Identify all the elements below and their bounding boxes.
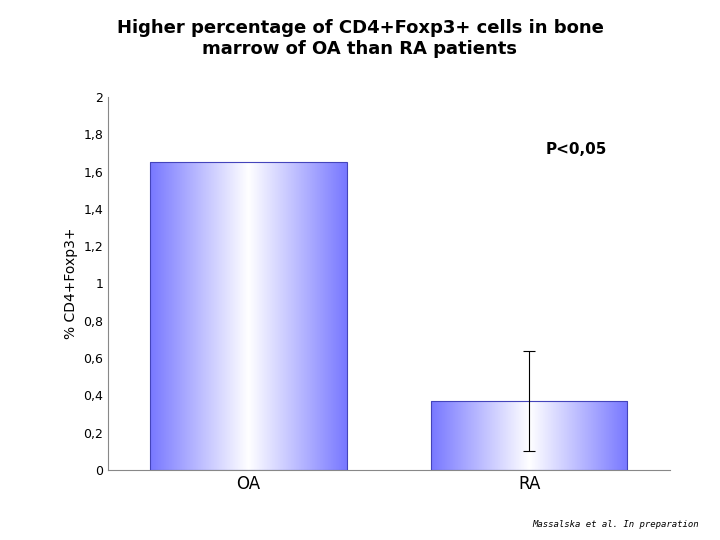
Text: Higher percentage of CD4+Foxp3+ cells in bone
marrow of OA than RA patients: Higher percentage of CD4+Foxp3+ cells in… [117, 19, 603, 58]
Text: Massalska et al. In preparation: Massalska et al. In preparation [532, 520, 698, 529]
Bar [431, 401, 628, 470]
Bar [150, 163, 347, 470]
Y-axis label: % CD4+Foxp3+: % CD4+Foxp3+ [63, 228, 78, 339]
Text: P<0,05: P<0,05 [546, 142, 608, 157]
